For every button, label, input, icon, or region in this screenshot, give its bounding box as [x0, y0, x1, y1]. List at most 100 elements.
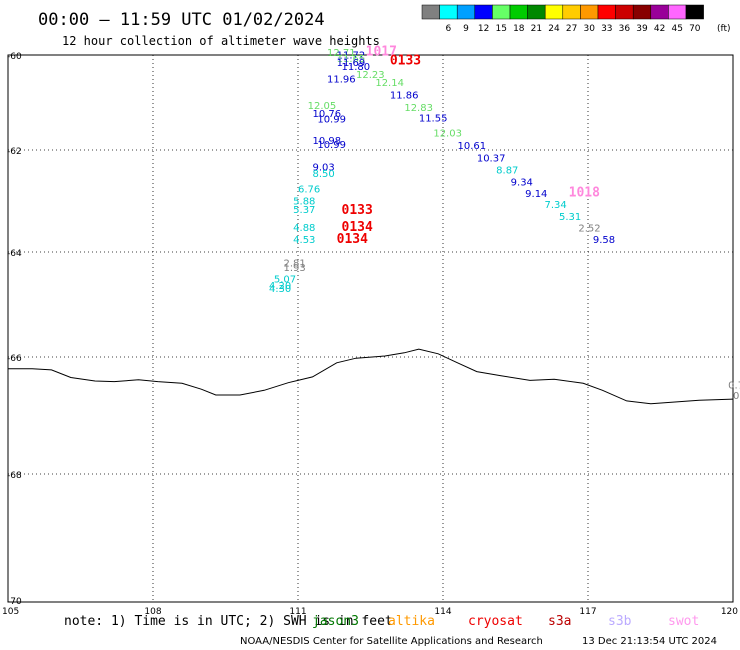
latitude-label: -70	[7, 597, 22, 607]
legend-tick-label: 33	[601, 24, 612, 34]
wave-height-label: 7.34	[545, 200, 567, 211]
wave-height-label: 12.83	[404, 103, 433, 114]
wave-height-label: 12.03	[433, 129, 462, 140]
legend-tick-label: 6	[446, 24, 452, 34]
mission-label: swot	[668, 614, 699, 629]
longitude-label: 114	[434, 607, 451, 617]
legend-swatch	[544, 4, 564, 20]
wave-height-label: 4.30	[269, 284, 291, 295]
color-scale-legend: 6 9 12 15 18 21 24 27 30 33 36 39 42 45 70	[421, 4, 704, 34]
legend-tick-label: 39	[636, 24, 648, 34]
legend-swatch	[668, 4, 687, 20]
wave-height-label: 10.99	[317, 140, 346, 151]
wave-height-label: 4.88	[293, 223, 315, 234]
wave-height-label: 12.23	[356, 70, 385, 81]
legend-unit: (ft)	[717, 24, 731, 34]
legend-tick-label: 21	[531, 24, 542, 34]
legend-swatch	[597, 4, 616, 20]
wave-height-label: 10.37	[477, 154, 506, 165]
legend-tick-label: 27	[566, 24, 577, 34]
latitude-label: -64	[7, 249, 22, 259]
footer-timestamp: 13 Dec 21:13:54 UTC 2024	[582, 636, 717, 647]
graticule	[8, 55, 733, 602]
legend-swatch	[650, 4, 669, 20]
wave-height-label: 10.98	[313, 136, 342, 147]
latitude-label: -62	[7, 147, 22, 157]
legend-tick-label: 12	[478, 24, 489, 34]
legend-swatch	[474, 4, 493, 20]
wave-height-label: 8.50	[313, 169, 335, 180]
wave-height-label: 4.53	[293, 235, 315, 246]
legend-swatch	[421, 4, 440, 20]
legend-swatch	[527, 4, 546, 20]
wave-height-label: 6.76	[298, 184, 320, 195]
legend-swatch	[615, 4, 634, 20]
latitude-label: -66	[7, 354, 22, 364]
wave-height-label: 11.55	[419, 114, 448, 125]
wave-height-label: 0133	[342, 203, 373, 218]
legend-swatch	[439, 4, 458, 20]
wave-height-label: 8.87	[496, 165, 518, 176]
legend-tick-label: 30	[583, 24, 595, 34]
footer-credit: NOAA/NESDIS Center for Satellite Applica…	[240, 636, 543, 647]
legend-swatch	[685, 4, 704, 20]
legend-swatch	[456, 4, 476, 20]
map-subtitle: 12 hour collection of altimeter wave hei…	[62, 34, 380, 48]
wave-height-label: 2.81	[284, 259, 306, 270]
wave-height-label: 11.69	[337, 58, 366, 69]
longitude-label: 111	[289, 607, 306, 617]
legend-swatch	[580, 4, 599, 20]
wave-height-label: 2.52	[578, 224, 600, 235]
wave-height-label: 4.20	[269, 281, 291, 292]
mission-label: altika	[388, 614, 435, 629]
wave-height-label: 5.07	[274, 274, 296, 285]
latitude-label: -68	[7, 471, 22, 481]
map-frame	[7, 54, 734, 603]
wave-height-label: 10.76	[313, 109, 342, 120]
longitude-label: 105	[2, 607, 19, 617]
wave-height-label: 5.37	[293, 205, 315, 216]
latitude-label: -60	[7, 52, 22, 62]
legend-tick-label: 9	[463, 24, 469, 34]
wave-height-label: 5.88	[293, 197, 315, 208]
legend-tick-label: 15	[495, 24, 506, 34]
mission-legend: jason3 altika cryosat s3a s3b swot	[312, 614, 699, 629]
mission-label: s3b	[608, 614, 632, 629]
legend-tick-label: 18	[513, 24, 525, 34]
wave-height-label: 0134	[342, 220, 373, 235]
wave-height-label: 12.14	[375, 78, 404, 89]
mission-label: s3a	[548, 614, 571, 629]
legend-swatch	[492, 4, 511, 20]
wave-height-label: 9.58	[593, 235, 615, 246]
wave-height-label: 1.93	[284, 263, 306, 274]
coastline	[8, 348, 734, 405]
wave-height-label: 12.71	[327, 48, 356, 59]
mission-label: cryosat	[468, 614, 523, 629]
legend-tick-label: 70	[689, 24, 701, 34]
wave-height-label: 0133	[390, 54, 421, 69]
wave-height-label: 1017	[366, 44, 397, 59]
coastline-path	[8, 348, 734, 405]
wave-height-label: 11.65	[337, 54, 366, 65]
wave-height-label: 0134	[337, 232, 368, 247]
wave-height-label: 9.03	[313, 162, 335, 173]
legend-swatch	[562, 4, 581, 20]
wave-height-label: 1018	[569, 185, 600, 200]
wave-height-label: 12.05	[308, 101, 337, 112]
wave-height-label: 0.76	[728, 381, 740, 392]
wave-height-label: 11.96	[327, 75, 356, 86]
wave-height-label: 11.80	[342, 62, 371, 73]
legend-tick-label: 36	[619, 24, 631, 34]
wave-height-label: 5.31	[559, 212, 581, 223]
wave-height-label: 9.14	[525, 189, 547, 200]
legend-swatch	[632, 4, 652, 20]
wave-height-label: 11.72	[337, 50, 366, 61]
wave-height-label: 0.	[733, 391, 740, 402]
legend-tick-label: 45	[671, 24, 682, 34]
wave-height-label: 11.86	[390, 91, 419, 102]
legend-tick-label: 42	[654, 24, 665, 34]
legend-tick-label: 24	[548, 24, 560, 34]
